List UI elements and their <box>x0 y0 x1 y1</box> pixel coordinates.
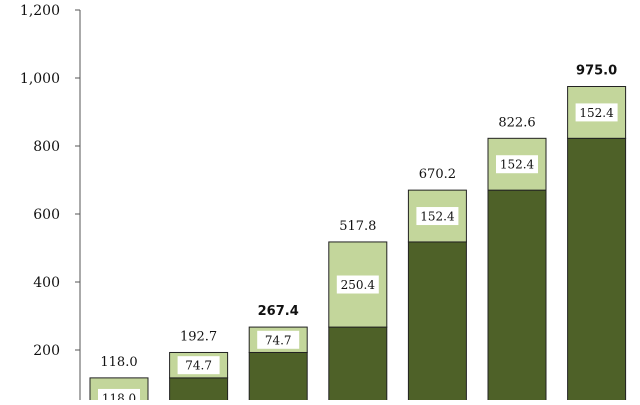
bar-total-label: 118.0 <box>100 355 137 370</box>
y-tick-label: 800 <box>33 139 60 155</box>
bar-total-label: 670.2 <box>419 167 456 182</box>
bar-base-segment <box>407 241 467 405</box>
y-tick-label: 1,200 <box>20 3 60 19</box>
segment-value-label: 74.7 <box>185 359 212 373</box>
segment-label-box <box>177 356 220 375</box>
bar-base-segment <box>248 351 308 405</box>
bar-total-label: 975.0 <box>576 64 617 79</box>
bar-layer <box>89 86 627 405</box>
segment-value-label: 152.4 <box>420 210 455 224</box>
segment-label-box <box>257 330 300 349</box>
y-tick-label: 200 <box>33 343 60 359</box>
segment-value-label: 74.7 <box>265 333 292 347</box>
segment-label-box <box>496 155 538 174</box>
bar-total-label: 822.6 <box>498 115 535 130</box>
bar-total-label: 267.4 <box>258 304 299 319</box>
segment-label-box <box>575 103 618 122</box>
segment-value-label: 250.4 <box>341 278 376 292</box>
bar-base-segment <box>487 189 547 405</box>
bar-total-label: 192.7 <box>180 329 217 344</box>
segment-value-label: 118.0 <box>102 391 136 400</box>
bar-base-segment <box>169 377 229 405</box>
segment-value-label: 152.4 <box>500 158 535 172</box>
segment-label-box <box>416 207 459 226</box>
axis-layer: 200 400 600 800 1,000 1,200 <box>20 3 81 400</box>
y-tick-label: 1,000 <box>20 71 60 87</box>
y-tick-label: 600 <box>33 207 60 223</box>
segment-value-label: 152.4 <box>579 106 614 120</box>
y-tick-label: 400 <box>33 275 60 291</box>
label-layer: 118.0 118.0 74.7 192.7 74.7 267.4 250.4 517.8 15… <box>98 64 618 405</box>
bar-base-segment <box>328 326 388 405</box>
segment-label-box <box>336 275 379 294</box>
bar-total-label: 517.8 <box>339 219 376 234</box>
bar-base-segment <box>567 137 627 405</box>
